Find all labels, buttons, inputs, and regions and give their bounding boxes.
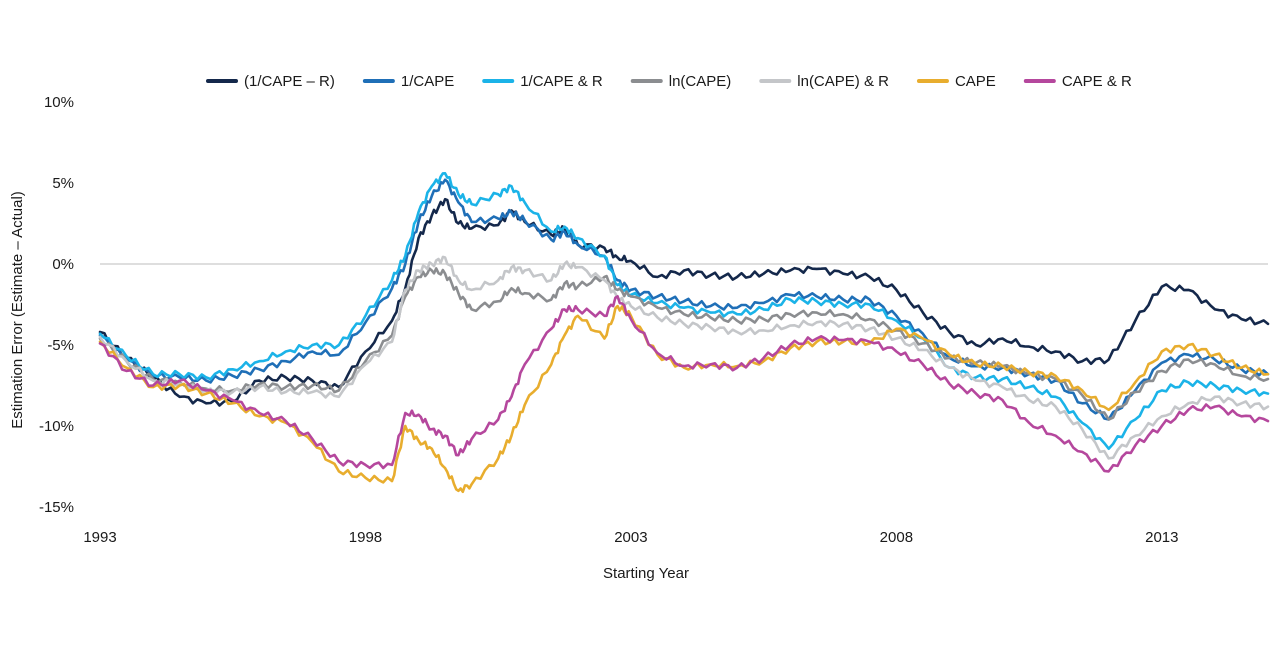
legend-label-1-cape: 1/CAPE: [401, 73, 454, 90]
x-axis: 1993 1998 2003 2008 2013: [83, 529, 1178, 546]
legend-label-1-cape-r: 1/CAPE & R: [520, 73, 603, 90]
legend-label-1-cape-r: (1/CAPE – R): [244, 73, 335, 90]
legend-label-cape: CAPE: [955, 73, 996, 90]
y-axis: 10% 5% 0% -5% -10% -15%: [39, 94, 1268, 516]
y-tick-label: -15%: [39, 499, 74, 516]
y-tick-label: 5%: [52, 175, 74, 192]
y-axis-title: Estimation Error (Estimate – Actual): [9, 191, 26, 429]
x-tick-label: 1993: [83, 529, 116, 546]
y-tick-label: -5%: [47, 337, 74, 354]
series-line-1-cape-r: [98, 172, 1270, 450]
series-line-ln-cape: [98, 267, 1270, 421]
x-tick-label: 2003: [614, 529, 647, 546]
series-line-1-cape-r: [98, 197, 1270, 407]
y-tick-label: 0%: [52, 256, 74, 273]
series-line-cape: [98, 304, 1270, 494]
x-tick-label: 1998: [349, 529, 382, 546]
legend: (1/CAPE – R) 1/CAPE 1/CAPE & R ln(CAPE) ln(C…: [206, 73, 1132, 90]
y-tick-label: -10%: [39, 418, 74, 435]
legend-label-ln-cape: ln(CAPE): [669, 73, 732, 90]
x-tick-label: 2013: [1145, 529, 1178, 546]
series-line-cape-r: [98, 295, 1270, 473]
series-lines: [98, 172, 1270, 494]
y-tick-label: 10%: [44, 94, 74, 111]
legend-label-ln-cape-r: ln(CAPE) & R: [797, 73, 889, 90]
x-tick-label: 2008: [880, 529, 913, 546]
x-axis-title: Starting Year: [603, 565, 689, 582]
legend-label-cape-r: CAPE & R: [1062, 73, 1132, 90]
series-line-ln-cape-r: [98, 255, 1270, 460]
